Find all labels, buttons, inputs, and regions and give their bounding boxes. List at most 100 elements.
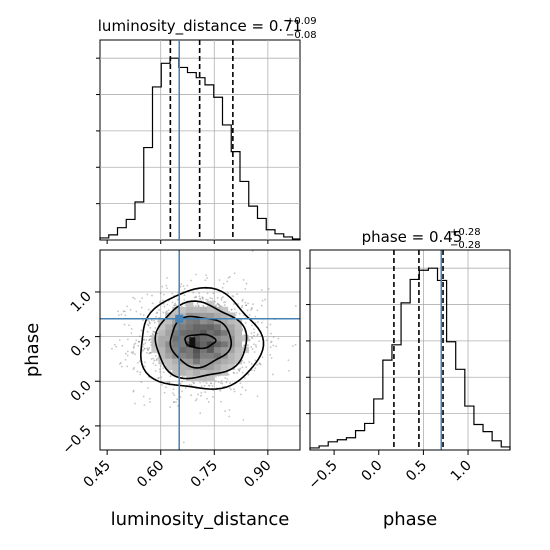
density-cell	[227, 329, 236, 336]
scatter-point	[197, 393, 199, 396]
density-cell	[206, 335, 215, 342]
scatter-point	[183, 288, 186, 290]
scatter-point	[227, 373, 230, 376]
scatter-point	[148, 352, 151, 355]
scatter-point	[301, 329, 303, 331]
density-cell	[172, 358, 180, 365]
density-cell	[172, 363, 180, 371]
scatter-point	[143, 347, 146, 350]
scatter-point	[294, 343, 297, 346]
density-cell	[200, 369, 208, 376]
scatter-point	[256, 333, 259, 336]
scatter-point	[118, 362, 121, 365]
density-cell	[172, 369, 180, 376]
contour-line	[184, 333, 217, 350]
scatter-point	[153, 331, 156, 333]
scatter-point	[139, 373, 142, 376]
scatter-point	[217, 381, 220, 384]
scatter-point	[250, 307, 253, 310]
scatter-point	[135, 310, 138, 313]
scatter-point	[144, 342, 147, 344]
scatter-point	[253, 369, 256, 372]
scatter-point	[183, 299, 186, 301]
density-cell	[193, 341, 201, 348]
density-cell	[165, 329, 173, 336]
scatter-point	[220, 400, 222, 403]
scatter-point	[219, 382, 222, 384]
scatter-point	[177, 404, 179, 407]
scatter-point	[175, 304, 177, 306]
scatter-point	[294, 305, 297, 307]
density-cell	[186, 369, 194, 376]
density-cell	[200, 358, 208, 365]
scatter-point	[176, 298, 179, 301]
scatter-point	[156, 332, 159, 335]
scatter-point	[223, 304, 226, 306]
density-cell	[165, 363, 173, 371]
scatter-point	[142, 343, 145, 346]
density-cell	[200, 312, 208, 319]
density-cell	[206, 375, 215, 382]
joint-contours	[140, 286, 265, 390]
phase-hist-grid	[310, 250, 510, 450]
phase-title-minus: −0.28	[450, 240, 481, 251]
scatter-point	[166, 303, 169, 306]
density-cell	[220, 341, 229, 348]
scatter-point	[238, 370, 241, 372]
scatter-point	[242, 278, 245, 281]
density-cell	[234, 352, 243, 359]
scatter-point	[119, 361, 122, 364]
density-cell	[186, 323, 194, 331]
scatter-point	[226, 378, 229, 380]
scatter-point	[261, 299, 264, 302]
scatter-point	[132, 390, 135, 393]
scatter-point	[255, 346, 258, 348]
scatter-point	[143, 347, 146, 350]
scatter-point	[142, 338, 145, 341]
density-cell	[234, 346, 243, 353]
density-cell	[213, 358, 222, 365]
scatter-point	[254, 359, 257, 362]
scatter-point	[260, 289, 263, 291]
scatter-point	[158, 376, 160, 379]
scatter-point	[126, 354, 129, 357]
scatter-point	[123, 310, 126, 313]
scatter-point	[222, 282, 225, 285]
scatter-point	[238, 312, 241, 315]
scatter-point	[220, 298, 223, 301]
scatter-point	[228, 275, 231, 278]
scatter-point	[250, 324, 253, 327]
scatter-point	[258, 340, 260, 343]
scatter-point	[171, 301, 174, 304]
scatter-point	[260, 304, 263, 307]
density-cell	[227, 318, 236, 325]
density-cell	[213, 329, 222, 336]
scatter-point	[248, 314, 251, 316]
scatter-point	[146, 347, 149, 350]
scatter-point	[139, 371, 142, 374]
density-cell	[193, 346, 201, 353]
scatter-point	[256, 395, 259, 398]
scatter-point	[152, 362, 155, 365]
scatter-point	[270, 340, 273, 343]
scatter-point	[211, 297, 214, 300]
contour-line	[169, 315, 233, 369]
scatter-point	[161, 285, 164, 288]
density-cell	[179, 341, 187, 348]
scatter-point	[250, 309, 252, 311]
scatter-point	[153, 359, 156, 362]
density-cell	[186, 306, 194, 313]
density-cell	[241, 335, 249, 342]
density-cell	[234, 358, 243, 365]
scatter-point	[130, 332, 133, 335]
density-cell	[193, 312, 201, 319]
scatter-point	[152, 333, 155, 336]
density-cell	[200, 375, 208, 382]
joint-xlabel: luminosity_distance	[111, 509, 290, 530]
density-cell	[172, 329, 180, 336]
scatter-point	[250, 369, 253, 372]
scatter-point	[195, 296, 198, 299]
scatter-point	[158, 368, 161, 371]
density-cell	[165, 352, 173, 359]
scatter-point	[250, 336, 253, 339]
